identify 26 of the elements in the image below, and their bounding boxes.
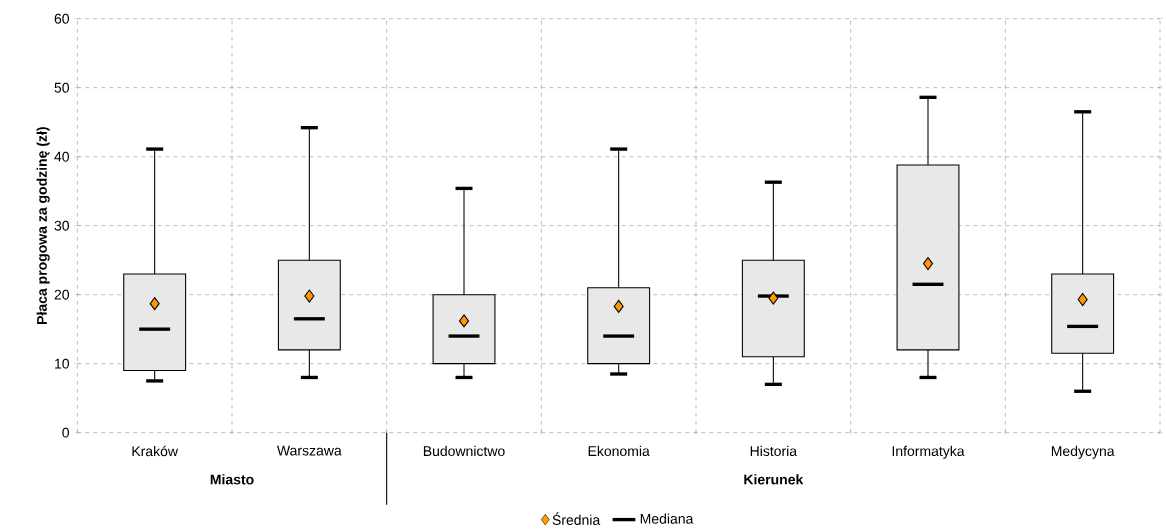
point — [613, 300, 624, 314]
y-tick-label: 40 — [54, 151, 70, 162]
x-tick-label: Historia — [750, 445, 798, 457]
text: Miasto — [210, 474, 254, 485]
x-tick-label: Ekonomia — [588, 445, 650, 457]
y-tick-label: 50 — [54, 82, 70, 93]
y-tick-label: 30 — [54, 220, 70, 231]
x-tick-label: Medycyna — [1051, 445, 1115, 459]
x-tick-label: Warszawa — [276, 445, 342, 456]
point — [149, 297, 160, 311]
x-tick-label: Informatyka — [892, 445, 965, 459]
x-tick-label: Kraków — [132, 445, 179, 457]
point — [922, 257, 934, 271]
point — [1077, 293, 1088, 307]
x-tick-label: Budownictwo — [423, 445, 505, 457]
text: Kierunek — [744, 474, 804, 485]
y-tick-label: 20 — [54, 289, 70, 300]
legend-label: Mediana — [640, 513, 694, 524]
y-axis-title: Płaca progowa za godzinę (zł) — [36, 127, 50, 325]
y-tick-label: 60 — [54, 13, 70, 24]
point — [768, 291, 779, 305]
point — [304, 289, 315, 303]
point — [458, 314, 470, 328]
legend-label: Średnia — [552, 512, 601, 526]
y-tick-label: 0 — [62, 427, 70, 438]
y-tick-label: 10 — [55, 358, 70, 369]
